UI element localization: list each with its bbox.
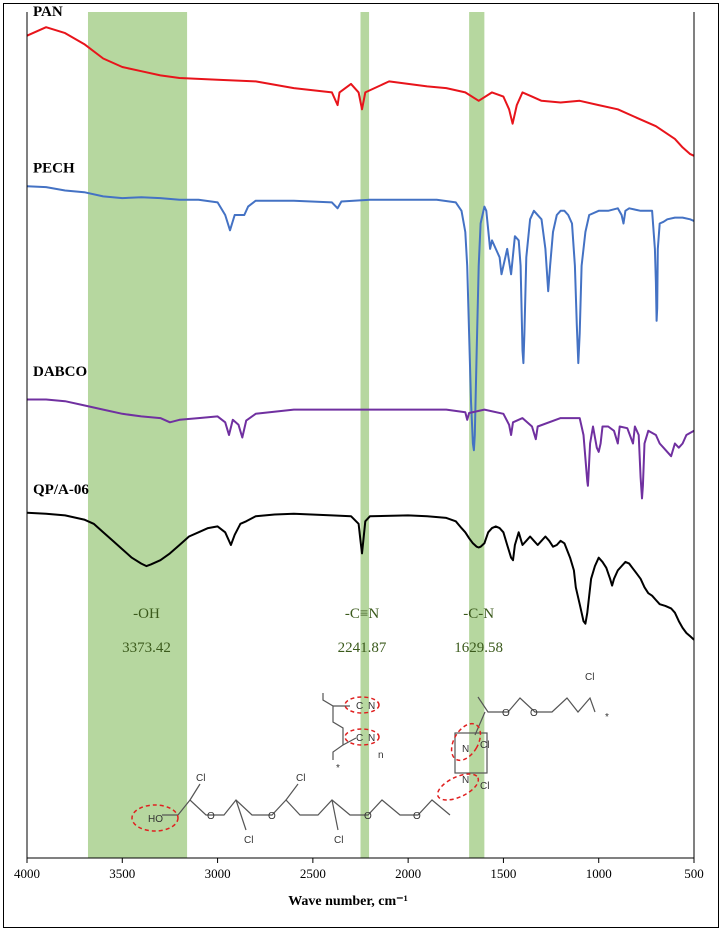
x-tick-label-3500: 3500: [109, 866, 135, 881]
svg-text:N: N: [368, 733, 375, 744]
series-labels: PAN PECH DABCO QP/A-06: [33, 4, 89, 498]
pech-structure-icon: Cl Cl Cl Cl HO O O O O: [131, 773, 451, 846]
svg-text:Cl: Cl: [334, 835, 343, 846]
quaternized-structure-icon: Cl O O * N Cl N Cl: [436, 672, 609, 801]
pan-structure-icon: C N C N n *: [322, 693, 384, 774]
svg-text:*: *: [605, 712, 609, 723]
series-line-qp-a-06: [26, 511, 695, 641]
svg-text:N: N: [462, 775, 469, 786]
peak-annotations: -OH 3373.42 -C≡N 2241.87 -C-N 1629.58: [122, 606, 503, 656]
series-line-pech: [26, 185, 695, 452]
x-tick-label-2000: 2000: [395, 866, 421, 881]
annotation-value-1: 2241.87: [338, 640, 387, 656]
annotation-label-1: -C≡N: [345, 606, 379, 622]
series-line-dabco: [27, 398, 695, 500]
series-line-pan: [26, 26, 695, 157]
x-tick-label-3000: 3000: [205, 866, 231, 881]
x-axis-label: Wave number, cm⁻¹: [288, 894, 408, 909]
x-tick-label-1000: 1000: [586, 866, 612, 881]
annotation-label-0: -OH: [133, 606, 160, 622]
svg-text:*: *: [336, 763, 340, 774]
svg-text:n: n: [378, 750, 384, 761]
svg-text:O: O: [268, 811, 276, 822]
highlight-bands: [87, 12, 485, 858]
svg-text:Cl: Cl: [480, 740, 489, 751]
series-label-pech: PECH: [33, 161, 75, 177]
x-tick-label-500: 500: [684, 866, 704, 881]
annotation-label-2: -C-N: [463, 606, 494, 622]
x-tick-label-2500: 2500: [300, 866, 326, 881]
svg-text:Cl: Cl: [244, 835, 253, 846]
series-label-pan: PAN: [33, 4, 63, 20]
svg-text:C: C: [356, 701, 363, 712]
figure-frame: [3, 3, 719, 928]
svg-text:HO: HO: [148, 814, 163, 825]
svg-text:Cl: Cl: [296, 773, 305, 784]
highlight-band-0: [87, 12, 188, 858]
series-label-dabco: DABCO: [33, 364, 87, 380]
x-tick-label-1500: 1500: [490, 866, 516, 881]
spectra-series: [26, 26, 695, 641]
highlight-band-1: [360, 12, 370, 858]
svg-text:O: O: [364, 811, 372, 822]
svg-text:N: N: [462, 744, 469, 755]
svg-text:Cl: Cl: [585, 672, 594, 683]
svg-text:O: O: [413, 811, 421, 822]
annotation-value-0: 3373.42: [122, 640, 171, 656]
svg-text:C: C: [356, 733, 363, 744]
svg-text:N: N: [368, 701, 375, 712]
svg-text:Cl: Cl: [196, 773, 205, 784]
annotation-value-2: 1629.58: [454, 640, 503, 656]
series-label-qp-a-06: QP/A-06: [33, 482, 89, 498]
svg-text:Cl: Cl: [480, 781, 489, 792]
svg-text:O: O: [502, 708, 510, 719]
x-axis: 4000 3500 3000 2500 2000 1500 1000 500: [14, 12, 704, 881]
svg-text:O: O: [530, 708, 538, 719]
svg-text:O: O: [207, 811, 215, 822]
x-tick-label-4000: 4000: [14, 866, 40, 881]
